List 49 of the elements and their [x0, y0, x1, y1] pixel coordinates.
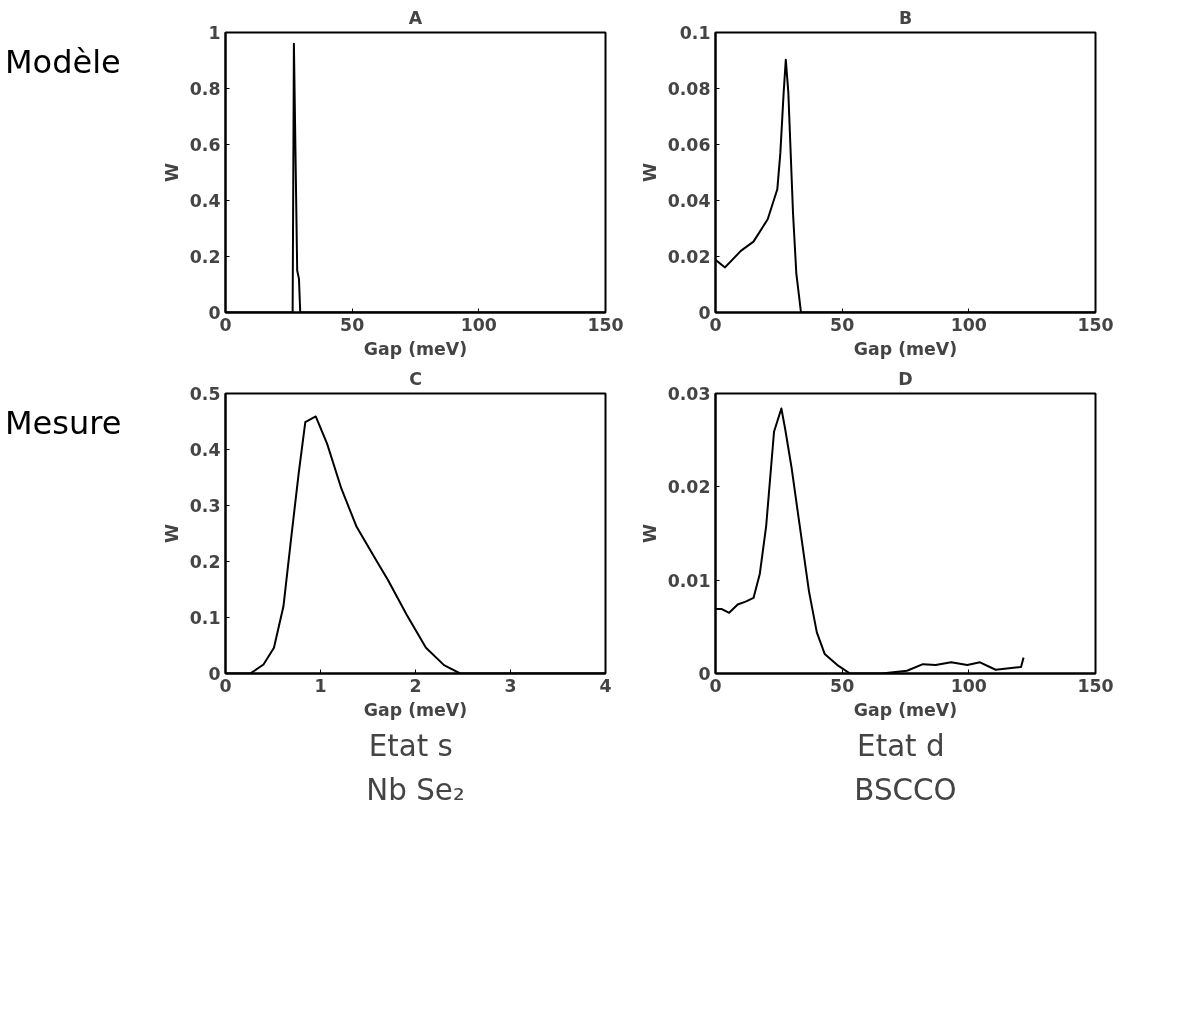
y-tick-label: 0.2 — [189, 552, 221, 572]
y-tick-label: 0.1 — [679, 23, 711, 43]
x-tick-label: 2 — [409, 675, 422, 696]
chart-title: B — [898, 7, 913, 28]
y-tick-label: 1 — [208, 23, 221, 43]
chart-title: A — [408, 7, 423, 28]
y-tick-label: 0.4 — [189, 191, 221, 211]
y-tick-label: 0.8 — [189, 79, 221, 99]
text: Etat d — [857, 728, 945, 763]
chart-title: D — [898, 368, 913, 389]
y-tick-label: 0.5 — [189, 384, 221, 404]
x-tick-label: 150 — [1077, 314, 1114, 335]
y-tick-label: 0.04 — [667, 191, 711, 211]
y-axis-title: W — [161, 523, 182, 544]
x-tick-label: 1 — [314, 675, 327, 696]
y-axis-title: W — [639, 523, 660, 544]
x-axis-title: Gap (meV) — [363, 699, 468, 720]
x-axis-title: Gap (meV) — [853, 338, 958, 359]
text: Nb Se₂ — [366, 772, 465, 807]
x-tick-label: 4 — [599, 675, 612, 696]
y-tick-label: 0.02 — [667, 477, 711, 498]
y-tick-label: 0.3 — [189, 496, 221, 516]
x-tick-label: 3 — [504, 675, 517, 696]
y-tick-label: 0.2 — [189, 247, 221, 267]
y-tick-label: 0.03 — [667, 384, 711, 404]
x-axis-title: Gap (meV) — [363, 338, 468, 359]
chart-title: C — [409, 368, 422, 389]
x-tick-label: 100 — [950, 675, 987, 696]
text: Modèle — [5, 42, 121, 83]
y-tick-label: 0.1 — [189, 608, 221, 628]
y-tick-label: 0.4 — [189, 440, 221, 460]
x-tick-label: 100 — [460, 314, 497, 335]
x-tick-label: 150 — [1077, 675, 1114, 696]
y-tick-label: 0.08 — [667, 79, 711, 99]
y-axis-title: W — [639, 162, 660, 183]
x-tick-label: 150 — [587, 314, 624, 335]
x-tick-label: 50 — [830, 675, 855, 696]
x-tick-label: 100 — [950, 314, 987, 335]
x-tick-label: 50 — [830, 314, 855, 335]
y-tick-label: 0.01 — [667, 570, 711, 591]
y-tick-label: 0.02 — [667, 247, 711, 267]
y-axis-title: W — [161, 162, 182, 183]
text: BSCCO — [854, 772, 957, 807]
y-tick-label: 0.06 — [667, 135, 711, 155]
x-tick-label: 50 — [340, 314, 365, 335]
y-tick-label: 0.6 — [189, 135, 221, 155]
text: Mesure — [5, 403, 122, 444]
x-axis-title: Gap (meV) — [853, 699, 958, 720]
text: Etat s — [368, 728, 453, 763]
